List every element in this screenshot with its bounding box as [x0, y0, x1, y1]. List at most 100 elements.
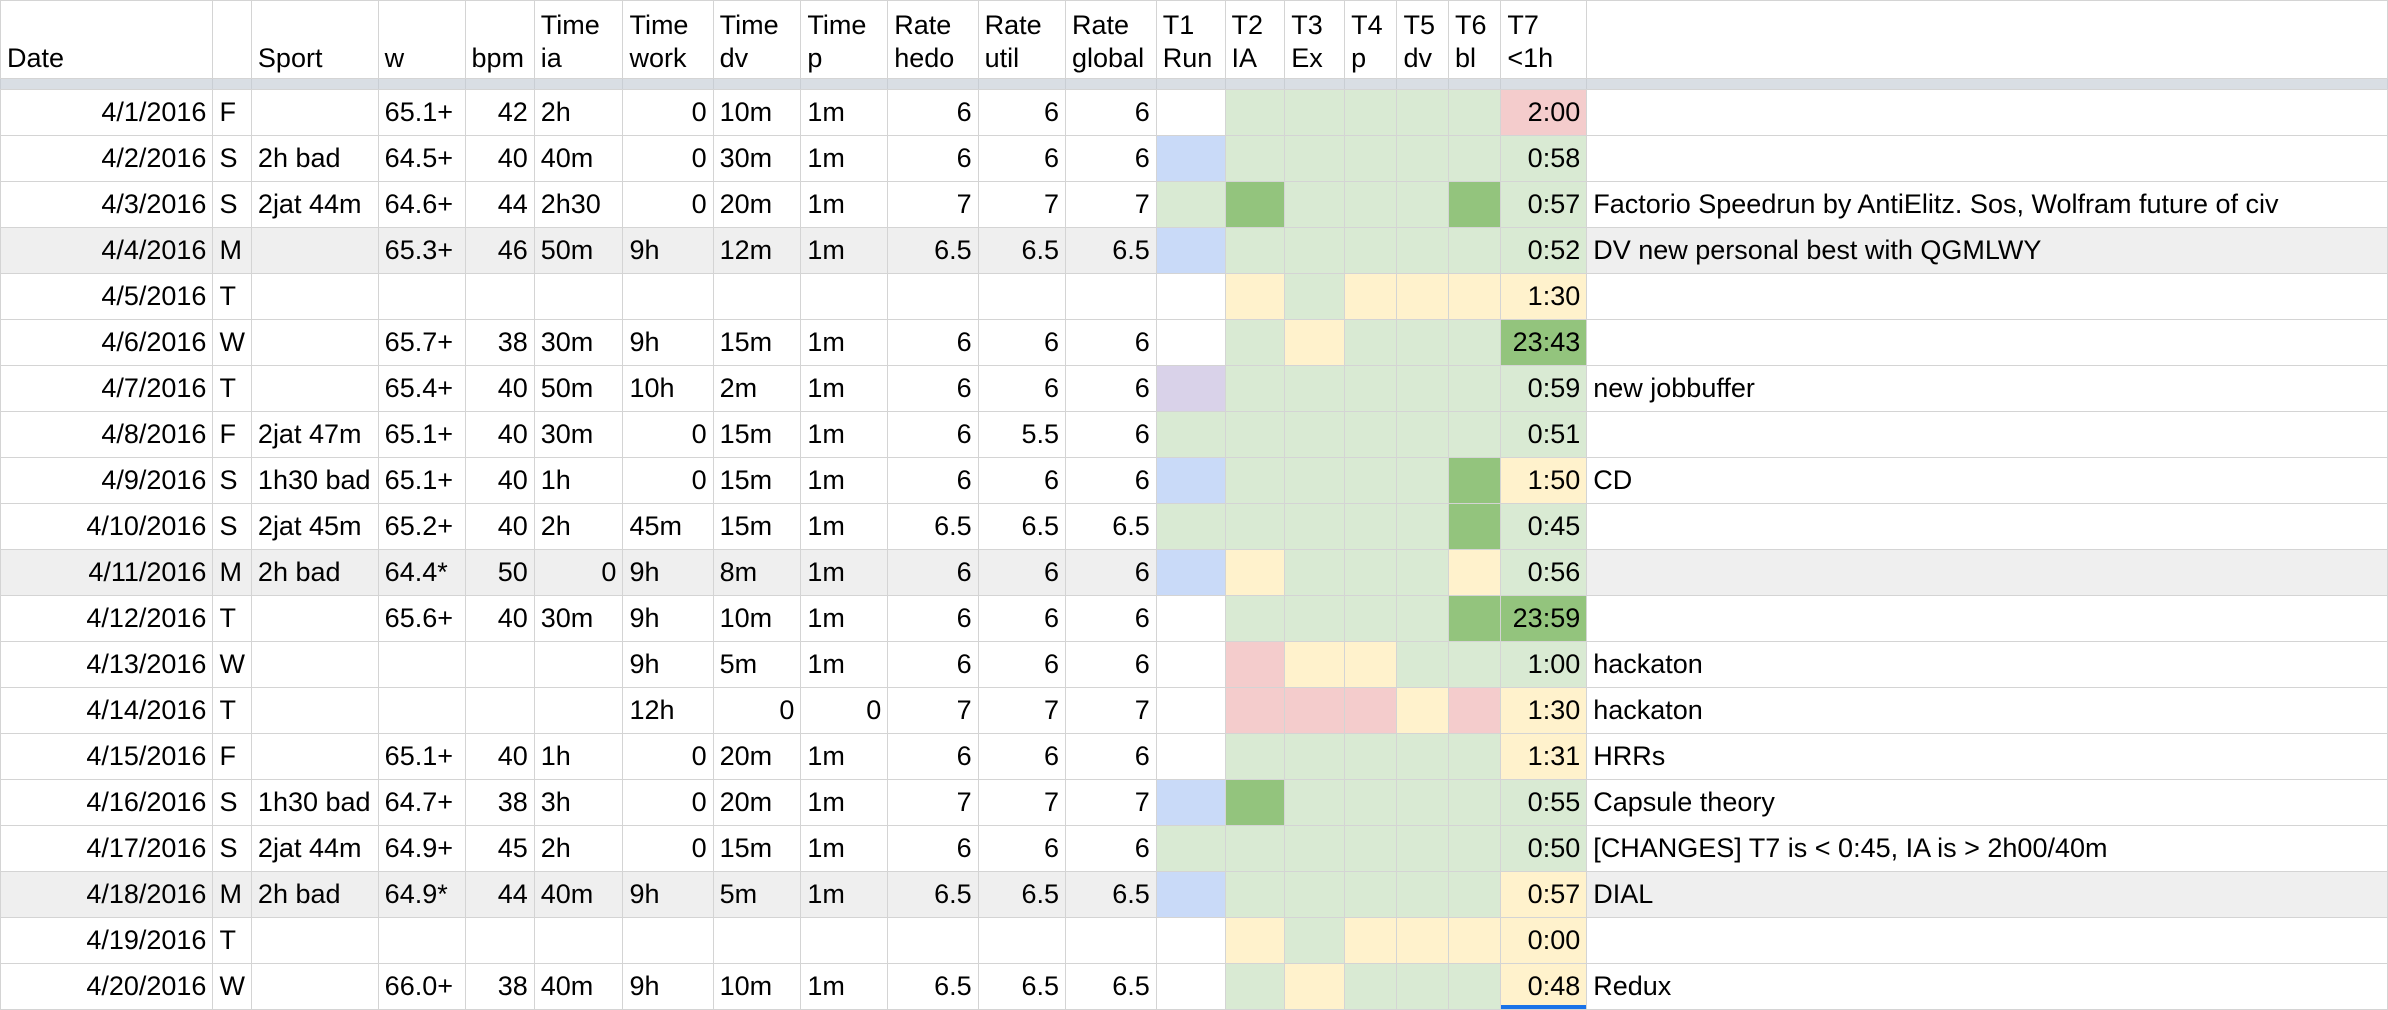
- cell-ia[interactable]: 2h: [533, 825, 624, 872]
- cell-hedo[interactable]: 6: [887, 365, 979, 412]
- cell-p[interactable]: 1m: [800, 227, 889, 274]
- cell-note[interactable]: hackaton: [1586, 687, 2388, 734]
- cell-dv[interactable]: 30m: [712, 135, 802, 182]
- cell-dv[interactable]: 10m: [712, 89, 802, 136]
- column-header-t2[interactable]: T2 IA: [1224, 0, 1286, 79]
- cell-global[interactable]: 6: [1065, 89, 1157, 136]
- cell-dv[interactable]: [712, 917, 802, 964]
- cell-t7[interactable]: 23:59: [1500, 595, 1588, 642]
- cell-t2[interactable]: [1224, 963, 1286, 1010]
- cell-t3[interactable]: [1284, 227, 1346, 274]
- cell-t7[interactable]: 1:50: [1500, 457, 1588, 504]
- cell-ia[interactable]: 40m: [533, 871, 624, 918]
- cell-t6[interactable]: [1447, 963, 1502, 1010]
- cell-t7[interactable]: 0:57: [1500, 871, 1588, 918]
- cell-ia[interactable]: [533, 273, 624, 320]
- cell-t4[interactable]: [1344, 549, 1398, 596]
- cell-note[interactable]: DIAL: [1586, 871, 2388, 918]
- cell-ia[interactable]: 30m: [533, 595, 624, 642]
- column-header-dv[interactable]: Time dv: [712, 0, 802, 79]
- cell-w[interactable]: 65.1+: [377, 89, 466, 136]
- cell-t4[interactable]: [1344, 779, 1398, 826]
- cell-ia[interactable]: 0: [533, 549, 624, 596]
- cell-w[interactable]: 66.0+: [377, 963, 466, 1010]
- cell-hedo[interactable]: [887, 917, 979, 964]
- cell-t6[interactable]: [1447, 365, 1502, 412]
- cell-note[interactable]: [1586, 273, 2388, 320]
- cell-p[interactable]: 1m: [800, 135, 889, 182]
- cell-w[interactable]: 65.6+: [377, 595, 466, 642]
- cell-p[interactable]: 1m: [800, 319, 889, 366]
- cell-global[interactable]: [1065, 917, 1157, 964]
- cell-ia[interactable]: 3h: [533, 779, 624, 826]
- cell-work[interactable]: 9h: [622, 641, 714, 688]
- cell-work[interactable]: 45m: [622, 503, 714, 550]
- cell-work[interactable]: 0: [622, 181, 714, 228]
- cell-p[interactable]: 1m: [800, 181, 889, 228]
- cell-date[interactable]: 4/2/2016: [0, 135, 214, 182]
- cell-global[interactable]: 6: [1065, 365, 1157, 412]
- cell-date[interactable]: 4/8/2016: [0, 411, 214, 458]
- cell-util[interactable]: 6: [977, 733, 1067, 780]
- cell-util[interactable]: 6: [977, 595, 1067, 642]
- cell-bpm[interactable]: 40: [464, 365, 535, 412]
- cell-date[interactable]: 4/6/2016: [0, 319, 214, 366]
- cell-t3[interactable]: [1284, 273, 1346, 320]
- cell-t6[interactable]: [1447, 549, 1502, 596]
- cell-global[interactable]: 6: [1065, 135, 1157, 182]
- cell-day[interactable]: S: [212, 503, 252, 550]
- cell-date[interactable]: 4/9/2016: [0, 457, 214, 504]
- cell-bpm[interactable]: 44: [464, 871, 535, 918]
- cell-day[interactable]: M: [212, 871, 252, 918]
- cell-ia[interactable]: 50m: [533, 365, 624, 412]
- cell-global[interactable]: 6: [1065, 549, 1157, 596]
- cell-t7[interactable]: 1:30: [1500, 273, 1588, 320]
- cell-t4[interactable]: [1344, 181, 1398, 228]
- cell-t7[interactable]: 0:57: [1500, 181, 1588, 228]
- cell-global[interactable]: 6: [1065, 641, 1157, 688]
- cell-hedo[interactable]: 6: [887, 595, 979, 642]
- cell-t3[interactable]: [1284, 779, 1346, 826]
- cell-bpm[interactable]: [464, 687, 535, 734]
- cell-t2[interactable]: [1224, 503, 1286, 550]
- cell-work[interactable]: 0: [622, 135, 714, 182]
- cell-t4[interactable]: [1344, 963, 1398, 1010]
- cell-util[interactable]: 6.5: [977, 227, 1067, 274]
- cell-bpm[interactable]: 46: [464, 227, 535, 274]
- column-header-t4[interactable]: T4 p: [1344, 0, 1398, 79]
- cell-sport[interactable]: [250, 273, 379, 320]
- cell-global[interactable]: 7: [1065, 687, 1157, 734]
- cell-t4[interactable]: [1344, 89, 1398, 136]
- cell-sport[interactable]: [250, 595, 379, 642]
- cell-w[interactable]: [377, 273, 466, 320]
- cell-sport[interactable]: 2jat 45m: [250, 503, 379, 550]
- cell-work[interactable]: 9h: [622, 963, 714, 1010]
- cell-sport[interactable]: 2jat 44m: [250, 825, 379, 872]
- cell-ia[interactable]: 30m: [533, 319, 624, 366]
- cell-dv[interactable]: 5m: [712, 871, 802, 918]
- cell-t4[interactable]: [1344, 917, 1398, 964]
- cell-t3[interactable]: [1284, 135, 1346, 182]
- cell-work[interactable]: [622, 917, 714, 964]
- column-header-t3[interactable]: T3 Ex: [1284, 0, 1346, 79]
- cell-dv[interactable]: 15m: [712, 503, 802, 550]
- cell-bpm[interactable]: 38: [464, 319, 535, 366]
- cell-work[interactable]: 10h: [622, 365, 714, 412]
- column-header-bpm[interactable]: bpm: [464, 0, 535, 79]
- cell-t6[interactable]: [1447, 825, 1502, 872]
- cell-note[interactable]: HRRs: [1586, 733, 2388, 780]
- cell-global[interactable]: 6: [1065, 457, 1157, 504]
- cell-global[interactable]: 6: [1065, 825, 1157, 872]
- cell-dv[interactable]: 15m: [712, 411, 802, 458]
- cell-t5[interactable]: [1396, 595, 1449, 642]
- cell-t4[interactable]: [1344, 319, 1398, 366]
- cell-t4[interactable]: [1344, 503, 1398, 550]
- cell-dv[interactable]: 15m: [712, 319, 802, 366]
- cell-dv[interactable]: 10m: [712, 963, 802, 1010]
- cell-bpm[interactable]: 42: [464, 89, 535, 136]
- cell-p[interactable]: 1m: [800, 963, 889, 1010]
- cell-p[interactable]: 1m: [800, 595, 889, 642]
- cell-w[interactable]: 65.1+: [377, 457, 466, 504]
- cell-date[interactable]: 4/1/2016: [0, 89, 214, 136]
- cell-p[interactable]: 1m: [800, 549, 889, 596]
